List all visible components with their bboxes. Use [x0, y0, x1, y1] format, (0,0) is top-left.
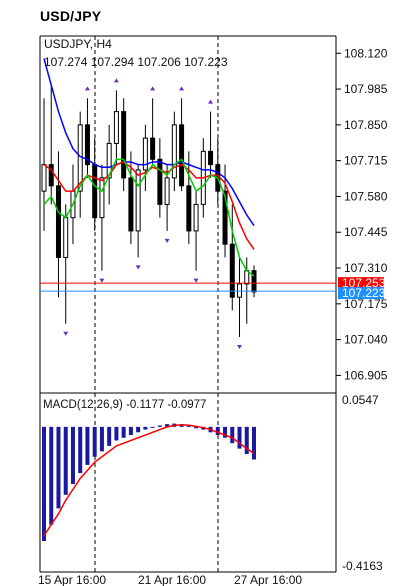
macd-bar [49, 426, 54, 525]
candle-body [208, 150, 214, 166]
macd-bar [78, 426, 83, 474]
fractal-down-arrow [99, 278, 105, 283]
fractal-down-arrow [193, 278, 199, 283]
price-tick-label: 107.445 [344, 225, 388, 239]
price-tick-label: 106.905 [344, 368, 388, 382]
candle-body [55, 185, 61, 258]
fractal-down-arrow [237, 344, 243, 349]
symbol-title: USD/JPY [40, 8, 102, 24]
macd-bar [99, 426, 104, 452]
candle-body [142, 137, 148, 171]
macd-bar [223, 426, 228, 438]
macd-min-label: -0.4163 [342, 559, 383, 573]
candle-body [48, 164, 54, 187]
price-tick-label: 107.310 [344, 261, 388, 275]
candle-body [106, 142, 112, 179]
candle-body [193, 203, 199, 232]
macd-bar [114, 426, 119, 441]
macd-bar [70, 426, 75, 484]
candle-body [84, 124, 90, 166]
macd-bar [237, 426, 242, 449]
price-tick-label: 107.850 [344, 118, 388, 132]
price-tick-label: 107.715 [344, 154, 388, 168]
macd-max-label: 0.0547 [342, 393, 379, 407]
macd-bar [56, 426, 61, 509]
macd-bar [244, 426, 249, 455]
candle-body [251, 270, 257, 293]
candle-body [113, 111, 119, 144]
fractal-down-arrow [135, 265, 141, 270]
macd-bar [136, 426, 141, 433]
macd-bar [252, 426, 256, 460]
macd-bar [63, 426, 68, 495]
macd-bar [150, 426, 155, 428]
macd-bar [128, 426, 133, 436]
fractal-down-arrow [63, 331, 69, 336]
macd-bar [143, 426, 148, 430]
price-axis: 108.120 107.985 107.850 107.715 107.580 107.4… [336, 46, 388, 382]
moving-averages [43, 58, 255, 277]
candle-body [237, 283, 243, 298]
fractal-down-arrow [164, 238, 170, 243]
macd-bar [92, 426, 97, 457]
candle-body [179, 124, 185, 187]
macd-bar [121, 426, 126, 438]
price-tick-label: 107.580 [344, 189, 388, 203]
fractal-arrows [63, 78, 243, 349]
candle-body [229, 243, 235, 298]
macd-bar [230, 426, 235, 444]
macd-signal-line [43, 423, 255, 536]
candle-body [135, 169, 141, 232]
candle-body [157, 158, 163, 205]
candle-body [121, 111, 127, 179]
candles [41, 85, 257, 337]
bid-price-label: 107.253 [342, 276, 386, 290]
macd-bar [179, 424, 184, 427]
fractal-up-arrow [150, 86, 156, 91]
macd-bar [194, 426, 199, 429]
candle-body [164, 177, 170, 205]
candle-body [41, 164, 47, 192]
candle-body [92, 164, 98, 219]
macd-bar [165, 424, 170, 427]
price-tick-label: 107.985 [344, 82, 388, 96]
macd-bar [215, 426, 220, 436]
candle-body [186, 185, 192, 232]
time-label-3: 27 Apr 16:00 [234, 573, 302, 586]
fractal-up-arrow [84, 86, 90, 91]
ask-price-label: 107.223 [342, 286, 386, 300]
price-tick-label: 107.175 [344, 297, 388, 311]
symbol-timeframe-label: USDJPY, H4 [44, 37, 112, 51]
candle-body [171, 124, 177, 179]
fractal-up-arrow [179, 86, 185, 91]
fractal-up-arrow [208, 99, 214, 104]
ask-price-box: 107.223 [338, 286, 386, 300]
macd-indicator-label: MACD(12,26,9) -0.1177 -0.0977 [43, 399, 206, 411]
candle-body [99, 177, 105, 219]
macd-panel [42, 423, 256, 542]
macd-bar [42, 426, 46, 542]
time-label-2: 21 Apr 16:00 [138, 573, 206, 586]
fractal-up-arrow [113, 78, 119, 83]
ma-fast-line [43, 158, 255, 277]
macd-bar [107, 426, 112, 446]
macd-bar [85, 426, 90, 465]
price-tick-label: 108.120 [344, 46, 388, 60]
candle-body [222, 190, 228, 245]
macd-bar [157, 425, 162, 427]
time-label-1: 15 Apr 16:00 [38, 573, 106, 586]
candle-body [63, 217, 69, 258]
price-tick-label: 107.040 [344, 333, 388, 347]
candle-body [244, 270, 250, 285]
macd-bar [186, 425, 191, 427]
candle-body [128, 177, 134, 232]
bid-price-box: 107.253 [338, 276, 386, 290]
candle-body [150, 137, 156, 160]
ma-slow-line [43, 58, 255, 227]
ohlc-values-label: 107.274 107.294 107.206 107.223 [44, 55, 228, 69]
